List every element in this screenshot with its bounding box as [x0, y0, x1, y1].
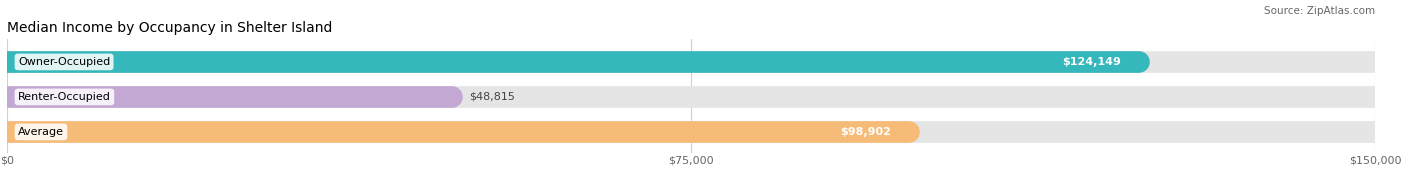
- Text: $98,902: $98,902: [839, 127, 891, 137]
- Text: $48,815: $48,815: [468, 92, 515, 102]
- Text: Median Income by Occupancy in Shelter Island: Median Income by Occupancy in Shelter Is…: [7, 21, 332, 35]
- Text: Source: ZipAtlas.com: Source: ZipAtlas.com: [1264, 6, 1375, 16]
- Text: Average: Average: [18, 127, 65, 137]
- Text: $124,149: $124,149: [1062, 57, 1121, 67]
- Text: Renter-Occupied: Renter-Occupied: [18, 92, 111, 102]
- Text: Owner-Occupied: Owner-Occupied: [18, 57, 110, 67]
